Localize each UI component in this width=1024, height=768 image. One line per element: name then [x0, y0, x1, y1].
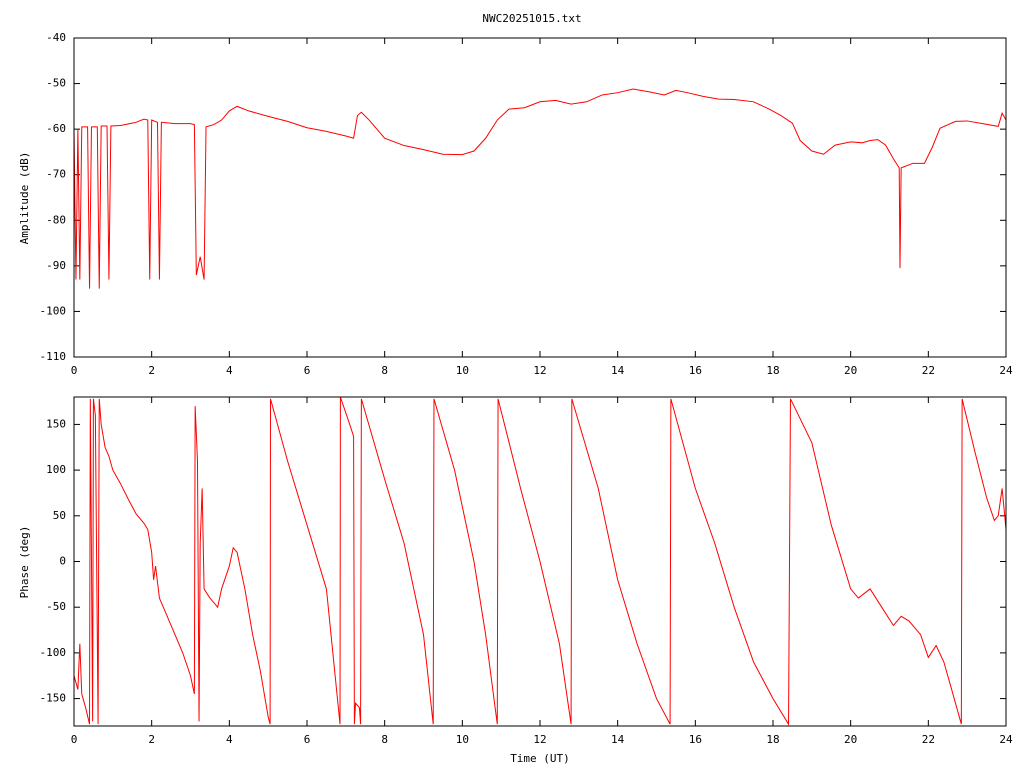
x-tick-label: 22 [922, 733, 935, 746]
x-tick-label: 0 [71, 733, 78, 746]
y-tick-label: 50 [53, 509, 66, 522]
x-tick-label: 16 [689, 733, 702, 746]
plot-border [73, 396, 1007, 727]
x-tick-label: 2 [148, 733, 155, 746]
x-tick-label: 18 [766, 733, 779, 746]
x-tick-label: 14 [611, 364, 625, 377]
x-tick-label: 10 [456, 364, 469, 377]
x-tick-label: 16 [689, 364, 702, 377]
x-tick-label: 24 [999, 733, 1013, 746]
x-tick-label: 10 [456, 733, 469, 746]
x-tick-label: 8 [381, 364, 388, 377]
y-tick-label: -100 [40, 646, 67, 659]
y-tick-label: -150 [40, 692, 67, 705]
y-tick-label: -110 [40, 350, 67, 363]
x-tick-label: 6 [304, 364, 311, 377]
x-tick-label: 24 [999, 364, 1013, 377]
y-tick-label: -90 [46, 259, 66, 272]
x-tick-label: 20 [844, 733, 857, 746]
x-tick-label: 18 [766, 364, 779, 377]
chart-title: NWC20251015.txt [482, 12, 581, 25]
y-axis-label: Amplitude (dB) [18, 152, 31, 245]
y-tick-label: 150 [46, 417, 66, 430]
y-tick-label: -40 [46, 31, 66, 44]
y-tick-label: -50 [46, 600, 66, 613]
y-tick-label: -70 [46, 168, 66, 181]
x-tick-label: 12 [533, 733, 546, 746]
x-tick-label: 4 [226, 364, 233, 377]
x-tick-label: 12 [533, 364, 546, 377]
data-line [73, 88, 1007, 289]
x-axis-label: Time (UT) [510, 752, 570, 765]
x-tick-label: 8 [381, 733, 388, 746]
data-line [73, 396, 1007, 726]
y-tick-label: -100 [40, 304, 67, 317]
x-tick-label: 22 [922, 364, 935, 377]
y-tick-label: 0 [59, 555, 66, 568]
y-tick-label: -50 [46, 77, 66, 90]
y-tick-label: -80 [46, 213, 66, 226]
plot-border [73, 37, 1007, 358]
y-axis-label: Phase (deg) [18, 526, 31, 599]
x-tick-label: 2 [148, 364, 155, 377]
x-tick-label: 20 [844, 364, 857, 377]
x-tick-label: 14 [611, 733, 625, 746]
x-tick-label: 6 [304, 733, 311, 746]
y-tick-label: -60 [46, 122, 66, 135]
x-tick-label: 4 [226, 733, 233, 746]
x-tick-label: 0 [71, 364, 78, 377]
y-tick-label: 100 [46, 463, 66, 476]
